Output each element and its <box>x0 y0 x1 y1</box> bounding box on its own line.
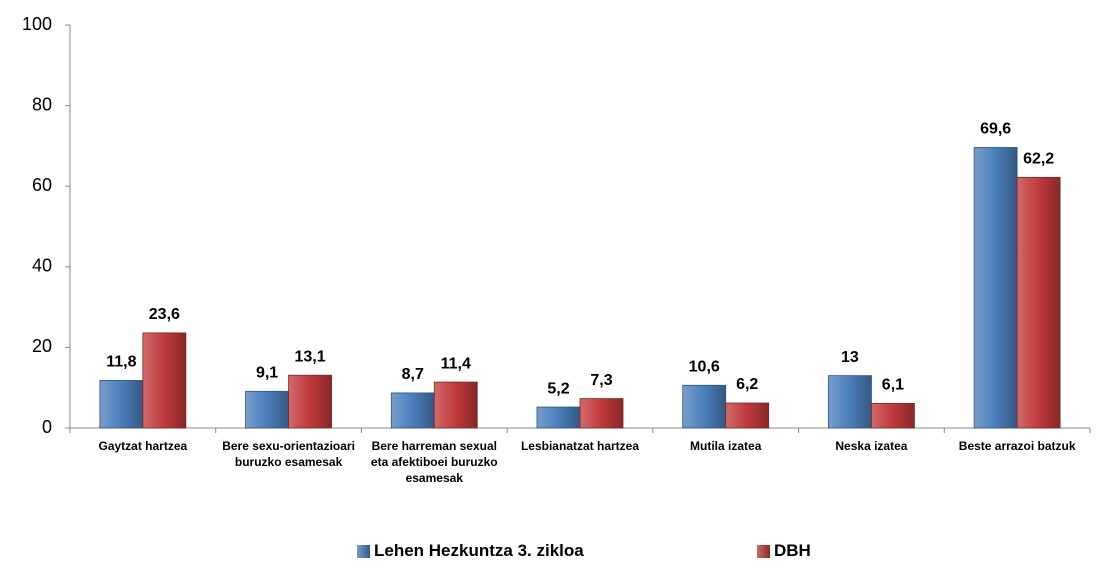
value-label: 11,8 <box>106 354 136 371</box>
value-label: 7,3 <box>590 372 612 389</box>
y-tick-label: 40 <box>32 256 52 276</box>
bar <box>579 398 624 429</box>
value-label: 8,7 <box>402 366 424 383</box>
bar <box>288 374 332 429</box>
bar <box>973 147 1018 429</box>
bar <box>1016 176 1061 429</box>
legend-swatch <box>357 544 370 558</box>
x-tick-label: Mutila izatea <box>690 439 762 453</box>
value-label: 5,2 <box>547 380 569 397</box>
bar <box>245 390 289 429</box>
bar <box>828 375 872 429</box>
bar <box>725 402 770 429</box>
bar <box>682 384 727 429</box>
x-tick-label: Gaytzat hartzea <box>98 439 188 453</box>
x-tick-label: Neska izatea <box>835 439 908 453</box>
legend-swatch <box>757 544 770 558</box>
bar <box>433 381 478 429</box>
bar <box>536 406 581 429</box>
bar <box>390 392 435 429</box>
value-label: 13,1 <box>295 348 326 365</box>
legend-label: DBH <box>774 541 811 560</box>
value-label: 23,6 <box>149 306 180 323</box>
bar <box>142 332 187 429</box>
legend-label: Lehen Hezkuntza 3. zikloa <box>374 541 584 560</box>
x-tick-label: Bere sexu-orientazioari buruzko esamesak <box>222 439 355 469</box>
legend-item: DBH <box>757 541 811 561</box>
value-label: 6,1 <box>882 377 904 394</box>
y-tick-label: 0 <box>42 417 52 437</box>
value-label: 6,2 <box>736 376 758 393</box>
x-tick-label: Beste arrazoi batzuk <box>958 439 1076 453</box>
y-tick-label: 80 <box>32 94 52 114</box>
bar <box>99 380 144 429</box>
value-label: 62,2 <box>1023 151 1054 168</box>
x-tick-label: Bere harreman sexual eta afektiboei buru… <box>370 439 498 485</box>
y-tick-label: 20 <box>32 336 52 356</box>
value-label: 11,4 <box>441 355 471 372</box>
y-tick-label: 100 <box>22 14 52 34</box>
value-label: 10,6 <box>689 359 720 376</box>
legend-item: Lehen Hezkuntza 3. zikloa <box>357 541 584 561</box>
value-label: 9,1 <box>256 365 278 382</box>
x-tick-label: Lesbianatzat hartzea <box>520 439 640 453</box>
value-label: 13 <box>841 349 859 366</box>
bar <box>871 403 915 429</box>
y-tick-label: 60 <box>32 175 52 195</box>
value-label: 69,6 <box>980 121 1011 138</box>
